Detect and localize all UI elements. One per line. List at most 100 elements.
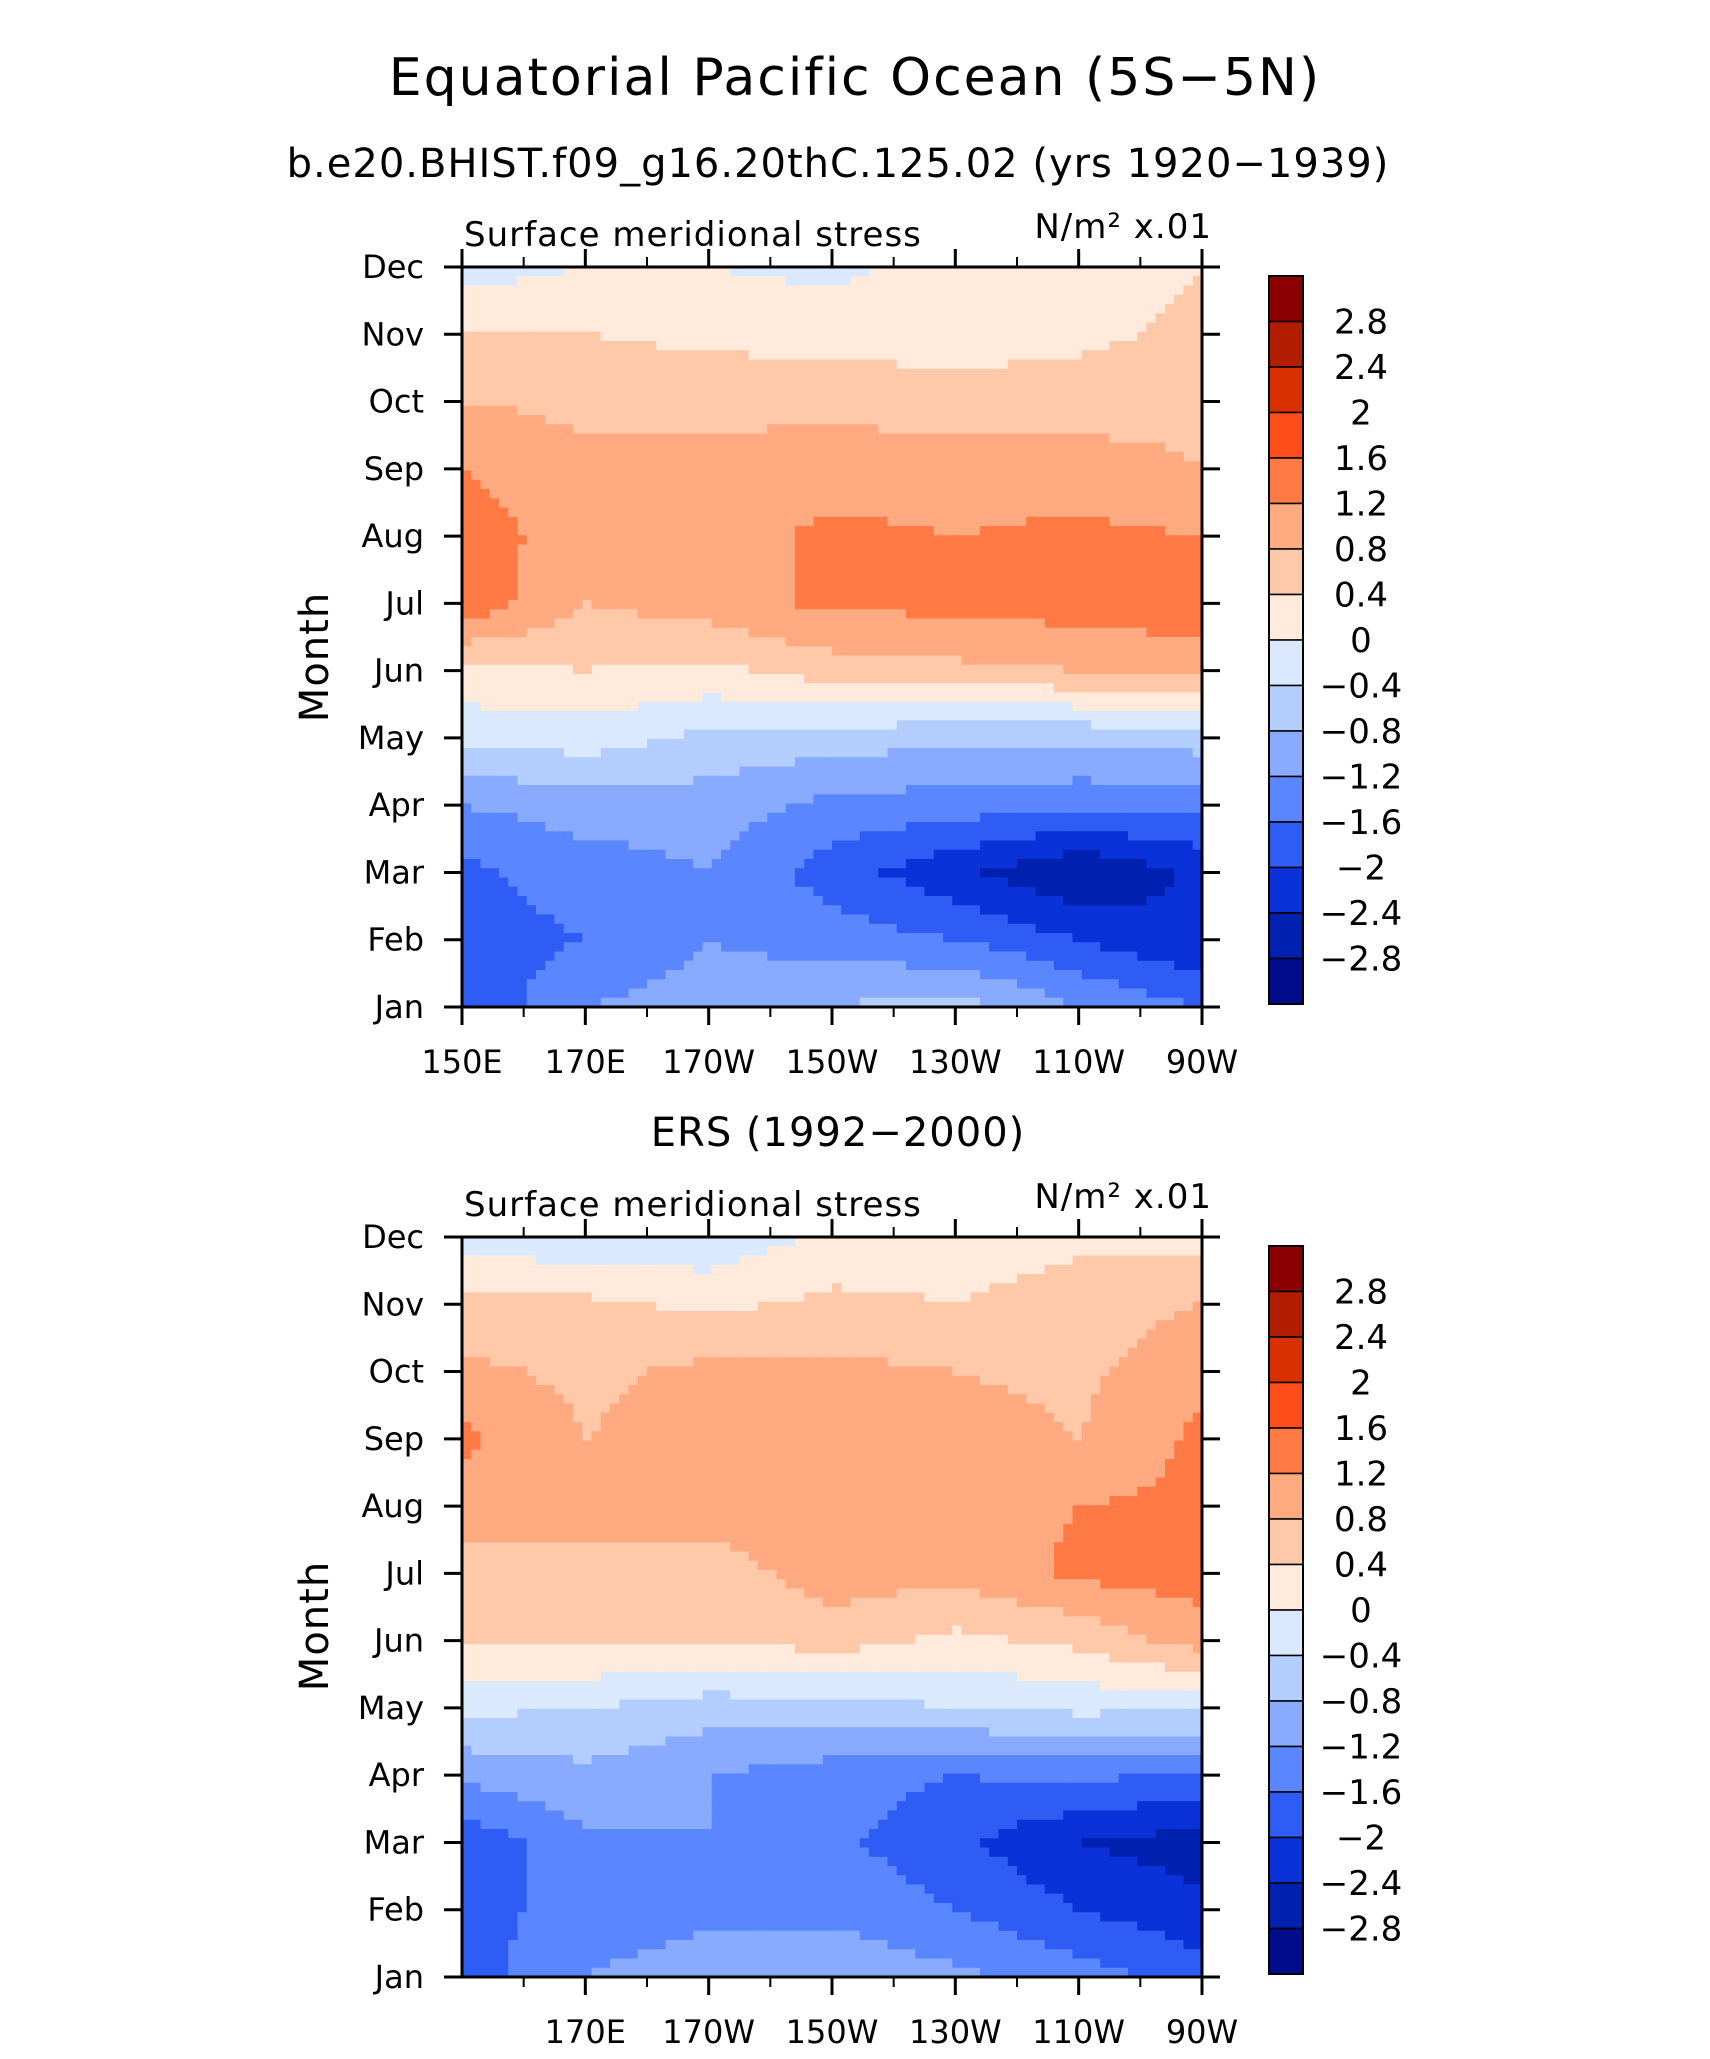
heatmap-cell xyxy=(526,331,537,342)
heatmap-cell xyxy=(804,387,815,398)
heatmap-cell xyxy=(545,294,556,305)
heatmap-cell xyxy=(554,378,565,388)
heatmap-cell xyxy=(1072,285,1083,296)
heatmap-cell xyxy=(591,794,602,805)
heatmap-cell xyxy=(665,276,676,287)
heatmap-cell xyxy=(933,766,944,777)
heatmap-cell xyxy=(943,526,953,536)
heatmap-cell xyxy=(1183,294,1194,305)
heatmap-cell xyxy=(933,748,944,758)
heatmap-cell xyxy=(471,822,482,832)
heatmap-cell xyxy=(702,350,713,361)
heatmap-cell xyxy=(591,563,602,573)
heatmap-cell xyxy=(1081,341,1092,351)
heatmap-cell xyxy=(489,748,500,758)
heatmap-cell xyxy=(859,285,870,296)
heatmap-cell xyxy=(952,757,963,768)
heatmap-cell xyxy=(869,368,879,379)
heatmap-cell xyxy=(795,516,805,527)
heatmap-cell xyxy=(795,637,805,647)
heatmap-cell xyxy=(961,581,972,592)
heatmap-cell xyxy=(961,304,972,314)
heatmap-cell xyxy=(637,452,648,462)
heatmap-cell xyxy=(859,405,870,416)
heatmap-cell xyxy=(702,553,713,564)
heatmap-cell xyxy=(980,526,990,536)
heatmap-cell xyxy=(785,711,796,721)
heatmap-cell xyxy=(1165,452,1175,462)
heatmap-cell xyxy=(1081,766,1092,777)
heatmap-cell xyxy=(462,553,472,564)
heatmap-cell xyxy=(980,581,990,592)
heatmap-cell xyxy=(628,304,639,314)
heatmap-cell xyxy=(822,553,833,564)
heatmap-cell xyxy=(869,387,879,398)
heatmap-cell xyxy=(887,405,898,416)
heatmap-cell xyxy=(693,738,704,749)
heatmap-cell xyxy=(462,683,472,694)
heatmap-cell xyxy=(980,322,990,333)
heatmap-cell xyxy=(850,720,861,731)
heatmap-cell xyxy=(702,581,713,592)
heatmap-cell xyxy=(1118,729,1129,740)
heatmap-cell xyxy=(582,368,593,379)
heatmap-cell xyxy=(1192,359,1203,370)
heatmap-cell xyxy=(813,267,824,277)
heatmap-cell xyxy=(924,359,935,370)
heatmap-cell xyxy=(1091,618,1101,629)
heatmap-cell xyxy=(924,757,935,768)
heatmap-cell xyxy=(591,433,602,444)
heatmap-cell xyxy=(878,368,889,379)
heatmap-cell xyxy=(462,812,472,823)
heatmap-cell xyxy=(878,683,889,694)
heatmap-cell xyxy=(563,294,574,305)
heatmap-cell xyxy=(906,350,916,361)
heatmap-cell xyxy=(1109,572,1120,583)
heatmap-cell xyxy=(573,424,583,435)
heatmap-cell xyxy=(545,276,556,287)
heatmap-cell xyxy=(674,720,685,731)
heatmap-cell xyxy=(674,701,685,712)
heatmap-cell xyxy=(480,572,491,583)
heatmap-cell xyxy=(517,664,528,675)
heatmap-cell xyxy=(563,526,574,536)
heatmap-cell xyxy=(554,692,565,703)
heatmap-cell xyxy=(1081,424,1092,435)
heatmap-cell xyxy=(582,452,593,462)
heatmap-cell xyxy=(489,609,500,620)
heatmap-cell xyxy=(730,590,741,601)
heatmap-cell xyxy=(1063,664,1074,675)
heatmap-cell xyxy=(758,461,768,472)
heatmap-cell xyxy=(656,470,667,481)
heatmap-cell xyxy=(869,313,879,324)
heatmap-cell xyxy=(739,692,750,703)
heatmap-cell xyxy=(813,313,824,324)
heatmap-cell xyxy=(1174,341,1185,351)
heatmap-cell xyxy=(1146,563,1157,573)
heatmap-cell xyxy=(952,822,963,832)
heatmap-cell xyxy=(970,470,981,481)
heatmap-cell xyxy=(878,470,889,481)
heatmap-cell xyxy=(1017,452,1027,462)
heatmap-cell xyxy=(980,368,990,379)
heatmap-cell xyxy=(813,831,824,842)
heatmap-cell xyxy=(702,572,713,583)
heatmap-cell xyxy=(924,785,935,795)
heatmap-cell xyxy=(915,831,926,842)
heatmap-cell xyxy=(591,285,602,296)
heatmap-cell xyxy=(656,313,667,324)
heatmap-cell xyxy=(628,627,639,638)
heatmap-cell xyxy=(600,766,611,777)
heatmap-cell xyxy=(462,479,472,490)
heatmap-cell xyxy=(508,341,519,351)
heatmap-cell xyxy=(1165,507,1175,518)
heatmap-cell xyxy=(896,831,907,842)
heatmap-cell xyxy=(693,415,704,425)
heatmap-cell xyxy=(517,590,528,601)
heatmap-cell xyxy=(536,507,546,518)
heatmap-cell xyxy=(1100,572,1111,583)
heatmap-cell xyxy=(1044,609,1055,620)
heatmap-cell xyxy=(517,831,528,842)
heatmap-cell xyxy=(998,442,1009,453)
heatmap-cell xyxy=(656,785,667,795)
